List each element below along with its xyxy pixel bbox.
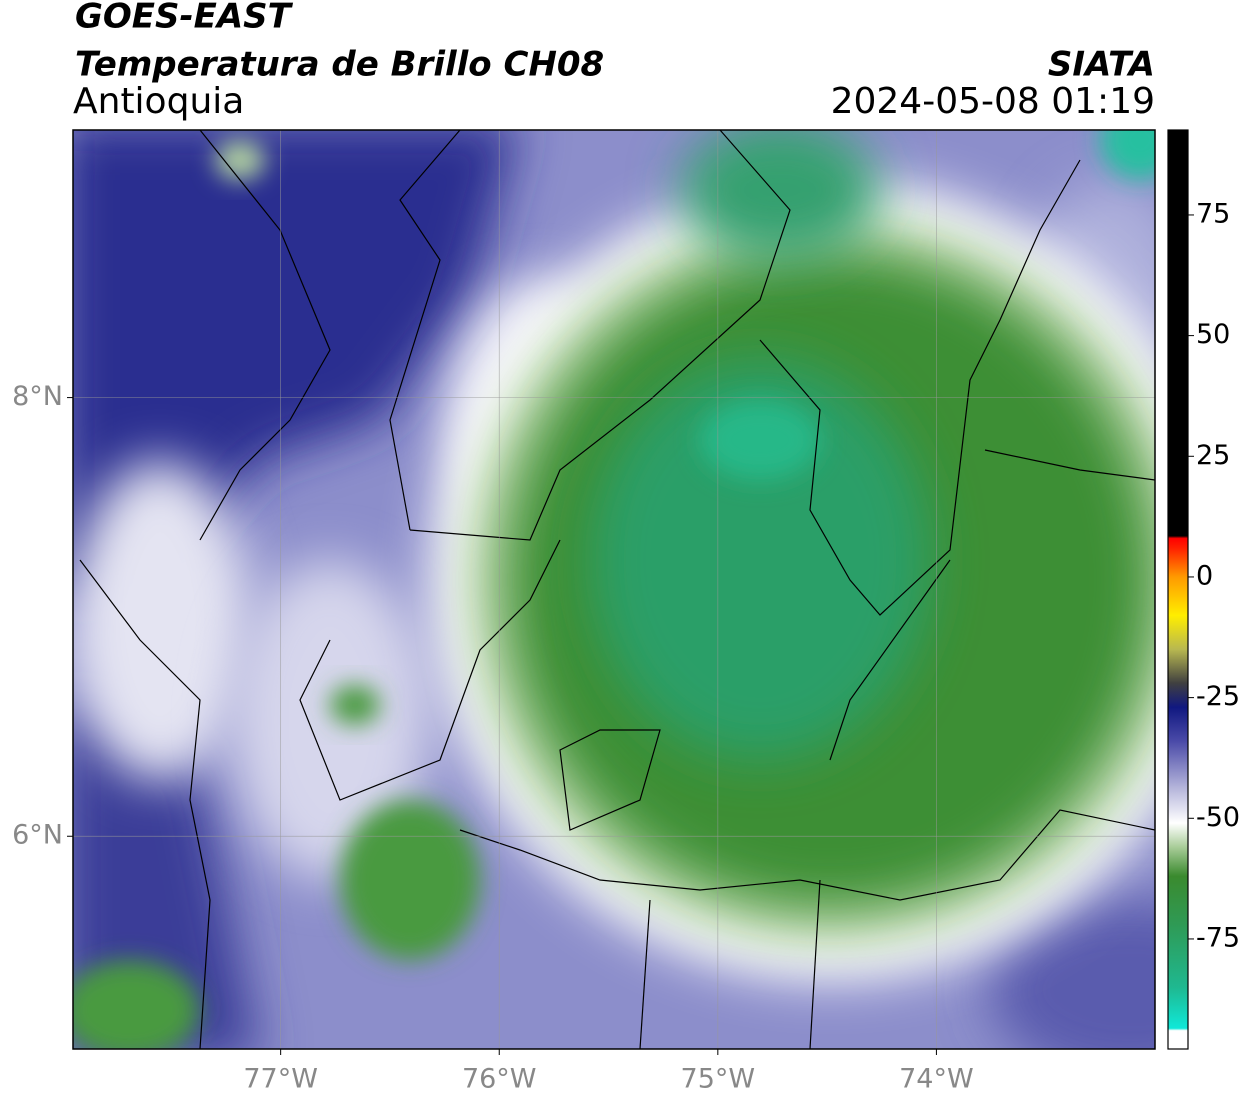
colorbar-tick-label: -25 <box>1196 681 1240 712</box>
satellite-image <box>73 130 1155 1049</box>
subtitle: Temperatura de Brillo CH08 <box>75 45 604 85</box>
x-tick-label: 75°W <box>681 1064 756 1095</box>
region: Antioquia <box>73 81 244 122</box>
map-frame <box>72 129 1156 1050</box>
y-tick-label: 8°N <box>12 381 63 412</box>
colorbar-tick-label: -50 <box>1196 802 1240 833</box>
colorbar <box>1167 129 1189 1050</box>
y-tick-label: 6°N <box>12 820 63 851</box>
x-tick-label: 74°W <box>899 1064 974 1095</box>
x-tick-label: 77°W <box>243 1064 318 1095</box>
x-tick-label: 76°W <box>462 1064 537 1095</box>
source: SIATA <box>1048 45 1155 85</box>
colorbar-tick-label: 25 <box>1196 440 1230 471</box>
colorbar-tick-label: -75 <box>1196 922 1240 953</box>
datetime: 2024-05-08 01:19 <box>831 81 1155 122</box>
boundaries <box>79 130 1155 1049</box>
title: GOES-EAST <box>75 0 294 37</box>
colorbar-tick-label: 75 <box>1196 198 1230 229</box>
grid <box>73 130 1155 1049</box>
colorbar-tick-label: 0 <box>1196 560 1213 591</box>
colorbar-tick-label: 50 <box>1196 319 1230 350</box>
